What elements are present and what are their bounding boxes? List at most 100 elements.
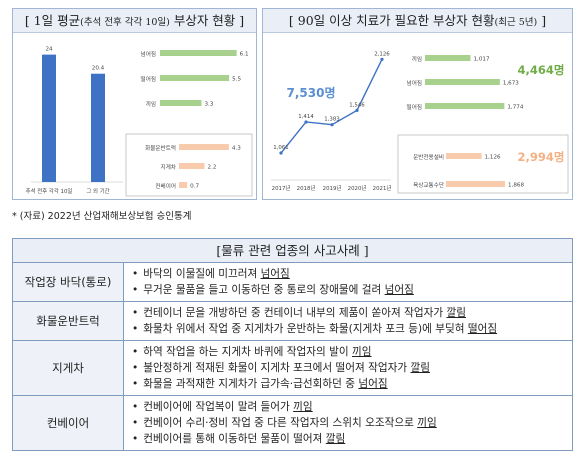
left-equipment-bar: [179, 163, 205, 169]
right-line-series: [280, 59, 383, 154]
right-panel: [ 90일 이상 치료가 필요한 부상자 현황(최근 5년) ] 1,061 20…: [262, 8, 573, 200]
accident-case-item: 바닥의 이물질에 미끄러져 넘어짐: [132, 266, 566, 282]
right-panel-charts: 1,061 2017년 1,414 2018년 1,383 2019년 1,546 2020년…: [271, 37, 569, 194]
left-injury-bar: [160, 50, 237, 56]
left-equipment-category-label: 컨베이어: [155, 182, 176, 190]
accident-case-item: 컨베이어에 작업복이 말려 들어가 끼임: [132, 399, 566, 415]
source-note: * (자료) 2022년 산업재해보상보험 승인통계: [12, 211, 192, 222]
right-injury-bar: [425, 103, 505, 109]
accident-case-list: 하역 작업을 하는 지게차 바퀴에 작업자의 발이 끼임불안정하게 적재된 화물…: [124, 341, 572, 395]
right-injury-total-label: 4,464명: [518, 63, 565, 77]
left-bar-value-label: 20.4: [92, 66, 105, 72]
left-panel-charts: 24 추석 전후 각각 10일 20.4 그 외 기간 넘어짐 6.1 떨어짐 5.5 끼임 3.…: [26, 37, 253, 197]
right-injury-value-label: 1,774: [507, 105, 523, 111]
accident-cases-table: [물류 관련 업종의 사고사례 ] 작업장 바닥(통로)바닥의 이물질에 미끄러…: [12, 238, 573, 451]
accident-case-text: 컨베이어를 통해 이동하던 물품이 떨어져: [143, 433, 326, 445]
right-equipment-value-label: 1,126: [485, 155, 501, 161]
right-equipment-bar: [446, 153, 482, 159]
accident-type-highlight: 깔림: [446, 307, 466, 319]
right-line-point: [279, 151, 283, 155]
left-equipment-value-label: 0.7: [190, 184, 199, 190]
left-injury-bar: [160, 100, 202, 106]
right-line-x-label: 2018년: [297, 184, 316, 192]
right-line-x-label: 2021년: [373, 184, 392, 192]
left-injury-value-label: 6.1: [240, 52, 249, 58]
left-panel-title: [ 1일 평균(추석 전후 각각 10일) 부상자 현황 ]: [13, 9, 256, 33]
accident-type-highlight: 끼임: [293, 401, 313, 413]
accident-case-item: 컨베이어를 통해 이동하던 물품이 떨어져 깔림: [132, 431, 566, 447]
left-bar: [91, 73, 105, 182]
right-equipment-value-label: 1,868: [508, 183, 524, 189]
accident-case-item: 컨테이너 문을 개방하던 중 컨테이너 내부의 제품이 쏟아져 작업자가 깔림: [132, 305, 566, 321]
accident-case-category: 지게차: [13, 341, 124, 395]
accident-case-item: 하역 작업을 하는 지게차 바퀴에 작업자의 발이 끼임: [132, 344, 566, 360]
left-injury-category-label: 넘어짐: [141, 50, 156, 58]
left-equipment-bar: [179, 182, 188, 188]
left-injury-category-label: 떨어짐: [141, 75, 156, 83]
accident-cases-rows: 작업장 바닥(통로)바닥의 이물질에 미끄러져 넘어짐무거운 물품을 들고 이동…: [13, 263, 572, 450]
accident-case-list: 컨테이너 문을 개방하던 중 컨테이너 내부의 제품이 쏟아져 작업자가 깔림화…: [124, 302, 572, 340]
right-panel-title: [ 90일 이상 치료가 필요한 부상자 현황(최근 5년) ]: [263, 9, 572, 33]
accident-case-item: 컨베이어 수리·정비 작업 중 다른 작업자의 스위치 오조작으로 끼임: [132, 415, 566, 431]
accident-type-highlight: 떨어짐: [467, 323, 498, 335]
right-line-value-label: 1,414: [298, 114, 314, 120]
right-equipment-category-label: 육상교통수단: [413, 181, 444, 189]
left-equipment-value-label: 4.3: [232, 146, 241, 152]
right-line-x-label: 2019년: [323, 184, 342, 192]
accident-case-item: 화물을 과적재한 지게차가 급가속·급선회하던 중 넘어짐: [132, 376, 566, 392]
right-equipment-category-label: 운반전용설비: [413, 153, 444, 161]
right-line-value-label: 1,061: [273, 145, 288, 151]
accident-case-text: 바닥의 이물질에 미끄러져: [143, 268, 261, 280]
accident-case-list: 컨베이어에 작업복이 말려 들어가 끼임컨베이어 수리·정비 작업 중 다른 작…: [124, 396, 572, 450]
accident-cases-title: [물류 관련 업종의 사고사례 ]: [13, 239, 572, 263]
right-injury-bar: [425, 79, 500, 85]
accident-case-text: 컨테이너 문을 개방하던 중 컨테이너 내부의 제품이 쏟아져 작업자가: [143, 307, 447, 319]
right-injury-category-label: 끼임: [412, 55, 422, 63]
right-line-value-label: 1,383: [324, 117, 339, 123]
left-equipment-bar: [179, 144, 229, 150]
accident-case-text: 컨베이어에 작업복이 말려 들어가: [143, 401, 294, 413]
right-injury-category-label: 넘어짐: [407, 79, 422, 87]
accident-case-item: 불안정하게 적재된 화물이 지게차 포크에서 떨어져 작업자가 깔림: [132, 360, 566, 376]
accident-case-item: 화물차 위에서 작업 중 지게차가 운반하는 화물(지게차 포크 등)에 부딪혀…: [132, 321, 566, 337]
accident-case-item: 무거운 물품을 들고 이동하던 중 통로의 장애물에 걸려 넘어짐: [132, 282, 566, 298]
right-line-x-label: 2020년: [348, 184, 367, 192]
left-bar-category-label: 추석 전후 각각 10일: [26, 187, 73, 195]
right-line-x-label: 2017년: [272, 184, 291, 192]
right-injury-value-label: 1,017: [473, 57, 489, 63]
accident-case-text: 화물차 위에서 작업 중 지게차가 운반하는 화물(지게차 포크 등)에 부딪혀: [143, 323, 468, 335]
left-equipment-category-label: 화물운반트럭: [145, 144, 176, 152]
accident-case-text: 하역 작업을 하는 지게차 바퀴에 작업자의 발이: [143, 346, 352, 358]
right-line-point: [355, 108, 359, 112]
accident-case-category: 컨베이어: [13, 396, 124, 450]
right-injury-category-label: 떨어짐: [407, 103, 422, 111]
accident-case-text: 무거운 물품을 들고 이동하던 중 통로의 장애물에 걸려: [143, 284, 385, 296]
right-line-value-label: 1,546: [349, 102, 365, 108]
accident-case-category: 화물운반트럭: [13, 302, 124, 340]
right-line-total-label: 7,530명: [287, 86, 336, 100]
accident-case-row: 지게차하역 작업을 하는 지게차 바퀴에 작업자의 발이 끼임불안정하게 적재된…: [13, 341, 572, 396]
accident-case-text: 컨베이어 수리·정비 작업 중 다른 작업자의 스위치 오조작으로: [143, 417, 418, 429]
accident-type-highlight: 넘어짐: [260, 268, 290, 280]
accident-type-highlight: 끼임: [417, 417, 437, 429]
right-line-value-label: 2,126: [374, 51, 390, 57]
right-injury-bar: [425, 55, 471, 61]
left-bar-category-label: 그 외 기간: [86, 187, 109, 195]
right-injury-value-label: 1,673: [503, 81, 519, 87]
right-line-point: [304, 120, 308, 124]
right-equipment-total-label: 2,994명: [518, 150, 565, 164]
left-injury-category-label: 끼임: [146, 100, 156, 108]
accident-case-category: 작업장 바닥(통로): [13, 263, 124, 301]
left-equipment-value-label: 2.2: [208, 165, 217, 171]
accident-case-row: 화물운반트럭컨테이너 문을 개방하던 중 컨테이너 내부의 제품이 쏟아져 작업…: [13, 302, 572, 341]
left-bar: [42, 54, 56, 182]
accident-case-list: 바닥의 이물질에 미끄러져 넘어짐무거운 물품을 들고 이동하던 중 통로의 장…: [124, 263, 572, 301]
left-panel: [ 1일 평균(추석 전후 각각 10일) 부상자 현황 ] 24 추석 전후 각…: [12, 8, 257, 200]
left-equipment-category-label: 지게차: [161, 163, 176, 171]
left-injury-value-label: 5.5: [232, 77, 241, 83]
accident-type-highlight: 넘어짐: [358, 378, 388, 390]
left-injury-bar: [160, 75, 230, 81]
accident-case-text: 불안정하게 적재된 화물이 지게차 포크에서 떨어져 작업자가: [143, 362, 411, 374]
accident-case-row: 컨베이어컨베이어에 작업복이 말려 들어가 끼임컨베이어 수리·정비 작업 중 …: [13, 396, 572, 450]
right-line-point: [380, 57, 384, 61]
